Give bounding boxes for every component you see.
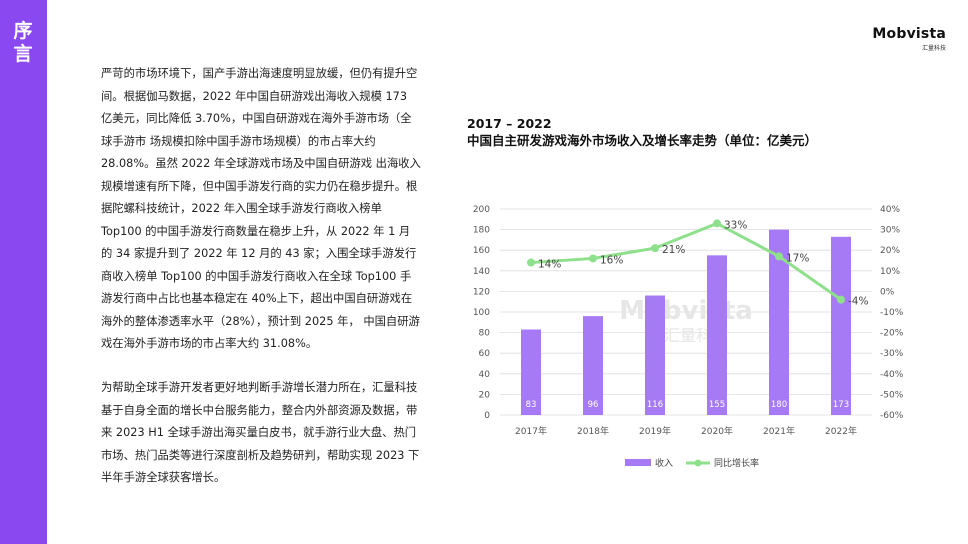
watermark-wordmark: Mobvista <box>619 296 753 326</box>
legend-label-growth: 同比增长率 <box>714 457 759 469</box>
right-axis-tick: 10% <box>880 267 900 277</box>
left-axis-tick: 60 <box>479 349 491 359</box>
left-axis-tick: 180 <box>473 226 490 236</box>
x-axis-tick: 2017年 <box>515 425 547 437</box>
left-axis-tick: 160 <box>473 246 490 256</box>
right-axis-tick: -20% <box>880 329 904 339</box>
bar-value-label: 180 <box>771 400 787 410</box>
right-axis-tick: -10% <box>880 308 904 318</box>
revenue-growth-chart: 0 20 40 60 80 100 120 140 160 180 200 -60% -50% -40% -… <box>473 205 904 469</box>
growth-value-label: 33% <box>724 219 747 231</box>
right-axis-tick: 20% <box>880 246 900 256</box>
bar-3 <box>707 255 727 415</box>
bar-5 <box>831 236 851 415</box>
growth-point-0 <box>527 258 535 267</box>
growth-value-label: -4% <box>848 296 868 308</box>
growth-value-label: 16% <box>600 254 623 266</box>
growth-value-label: 14% <box>538 259 561 271</box>
chart-title: 2017 – 2022 中国自主研发游戏海外市场收入及增长率走势（单位：亿美元） <box>467 115 817 149</box>
left-axis-tick: 80 <box>479 329 491 339</box>
chart-title-main: 中国自主研发游戏海外市场收入及增长率走势（单位：亿美元） <box>467 133 818 148</box>
left-axis-tick: 100 <box>473 308 490 318</box>
intro-paragraph-1: 严苛的市场环境下，国产手游出海速度明显放缓，但仍有提升空间。根据伽马数据，202… <box>101 67 421 350</box>
growth-rate-line <box>530 221 842 301</box>
right-axis-tick: -50% <box>880 390 904 400</box>
growth-point-2 <box>651 244 659 253</box>
left-axis-tick: 0 <box>484 411 490 421</box>
bar-0 <box>521 329 541 415</box>
bar-value-label: 116 <box>647 400 663 410</box>
legend-label-revenue: 收入 <box>655 457 673 469</box>
bar-1 <box>583 316 603 415</box>
legend-marker-growth <box>694 459 702 467</box>
right-axis-tick: -30% <box>880 349 904 359</box>
left-axis-tick: 120 <box>473 287 490 297</box>
growth-point-3 <box>713 219 721 228</box>
logo-wordmark: Mobvista <box>872 26 946 42</box>
bar-value-label: 155 <box>709 400 725 410</box>
right-axis-tick: 0% <box>880 287 895 297</box>
right-axis-tick: 30% <box>880 226 900 236</box>
left-axis-tick: 40 <box>479 370 491 380</box>
chart-title-years: 2017 – 2022 <box>467 116 552 131</box>
bar-value-label: 96 <box>588 400 599 410</box>
bar-value-label: 173 <box>833 400 849 410</box>
x-axis-tick: 2018年 <box>577 425 609 437</box>
intro-paragraph-2: 为帮助全球手游开发者更好地判断手游增长潜力所在，汇量科技基于自身全面的增长中台服… <box>101 381 420 484</box>
x-axis-tick: 2022年 <box>825 425 857 437</box>
x-axis-tick: 2019年 <box>639 425 671 437</box>
legend-swatch-revenue <box>625 459 651 466</box>
x-axis-tick: 2021年 <box>763 425 795 437</box>
growth-point-1 <box>589 254 597 263</box>
growth-value-label: 21% <box>662 244 685 256</box>
logo-subtext: 汇量科技 <box>921 45 946 52</box>
x-axis-tick: 2020年 <box>701 425 733 437</box>
sidebar: 序言 <box>0 0 47 544</box>
left-axis-tick: 20 <box>479 390 491 400</box>
bar-2 <box>645 295 665 415</box>
bar-4 <box>769 229 789 415</box>
left-axis-tick: 200 <box>473 205 490 215</box>
bar-value-label: 83 <box>526 400 537 410</box>
brand-logo: Mobvista 汇量科技 <box>872 26 946 52</box>
right-axis-tick: -60% <box>880 411 904 421</box>
growth-value-label: 17% <box>786 252 809 264</box>
section-title: 序言 <box>13 20 33 65</box>
left-axis-tick: 140 <box>473 267 490 277</box>
growth-point-4 <box>775 252 783 261</box>
right-axis-tick: -40% <box>880 370 904 380</box>
growth-point-5 <box>837 295 845 304</box>
right-axis-tick: 40% <box>880 205 900 215</box>
